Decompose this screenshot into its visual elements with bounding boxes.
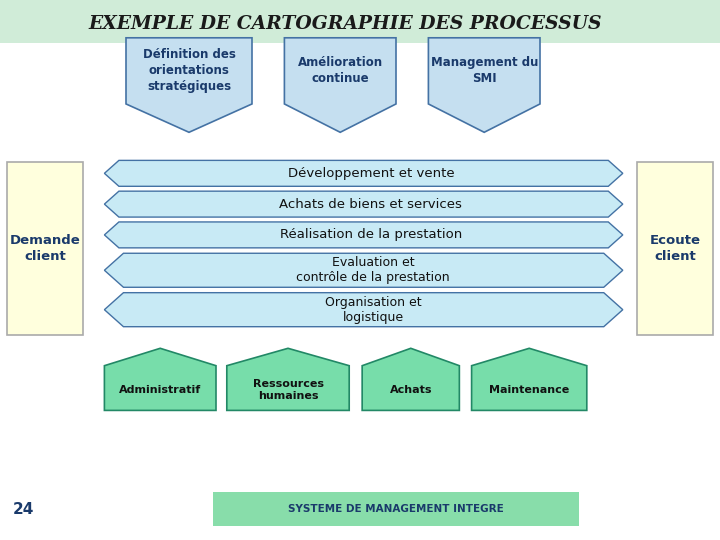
Text: Evaluation et
contrôle de la prestation: Evaluation et contrôle de la prestation bbox=[297, 256, 450, 284]
Polygon shape bbox=[104, 293, 623, 327]
Text: Définition des
orientations
stratégiques: Définition des orientations stratégiques bbox=[143, 49, 235, 93]
FancyBboxPatch shape bbox=[7, 162, 83, 335]
Polygon shape bbox=[472, 348, 587, 410]
Text: EXEMPLE DE CARTOGRAPHIE DES PROCESSUS: EXEMPLE DE CARTOGRAPHIE DES PROCESSUS bbox=[89, 15, 603, 33]
Polygon shape bbox=[104, 222, 623, 248]
Text: Maintenance: Maintenance bbox=[489, 385, 570, 395]
FancyBboxPatch shape bbox=[0, 0, 720, 43]
FancyBboxPatch shape bbox=[637, 162, 713, 335]
Polygon shape bbox=[104, 160, 623, 186]
Text: Achats: Achats bbox=[390, 385, 432, 395]
Polygon shape bbox=[227, 348, 349, 410]
Polygon shape bbox=[104, 191, 623, 217]
Text: Développement et vente: Développement et vente bbox=[287, 167, 454, 180]
Polygon shape bbox=[362, 348, 459, 410]
Text: Administratif: Administratif bbox=[119, 385, 202, 395]
Polygon shape bbox=[284, 38, 396, 132]
Polygon shape bbox=[428, 38, 540, 132]
Text: Achats de biens et services: Achats de biens et services bbox=[279, 198, 462, 211]
Polygon shape bbox=[104, 348, 216, 410]
Text: Amélioration
continue: Amélioration continue bbox=[297, 56, 383, 85]
Text: Organisation et
logistique: Organisation et logistique bbox=[325, 296, 421, 323]
Text: Ecoute
client: Ecoute client bbox=[649, 234, 701, 263]
FancyBboxPatch shape bbox=[213, 492, 579, 526]
Polygon shape bbox=[104, 253, 623, 287]
Text: Management du
SMI: Management du SMI bbox=[431, 56, 538, 85]
Text: SYSTEME DE MANAGEMENT INTEGRE: SYSTEME DE MANAGEMENT INTEGRE bbox=[288, 504, 504, 514]
Text: 24: 24 bbox=[13, 502, 35, 517]
Polygon shape bbox=[126, 38, 252, 132]
Text: Réalisation de la prestation: Réalisation de la prestation bbox=[280, 228, 462, 241]
Text: Ressources
humaines: Ressources humaines bbox=[253, 379, 323, 401]
Text: Demande
client: Demande client bbox=[9, 234, 81, 263]
